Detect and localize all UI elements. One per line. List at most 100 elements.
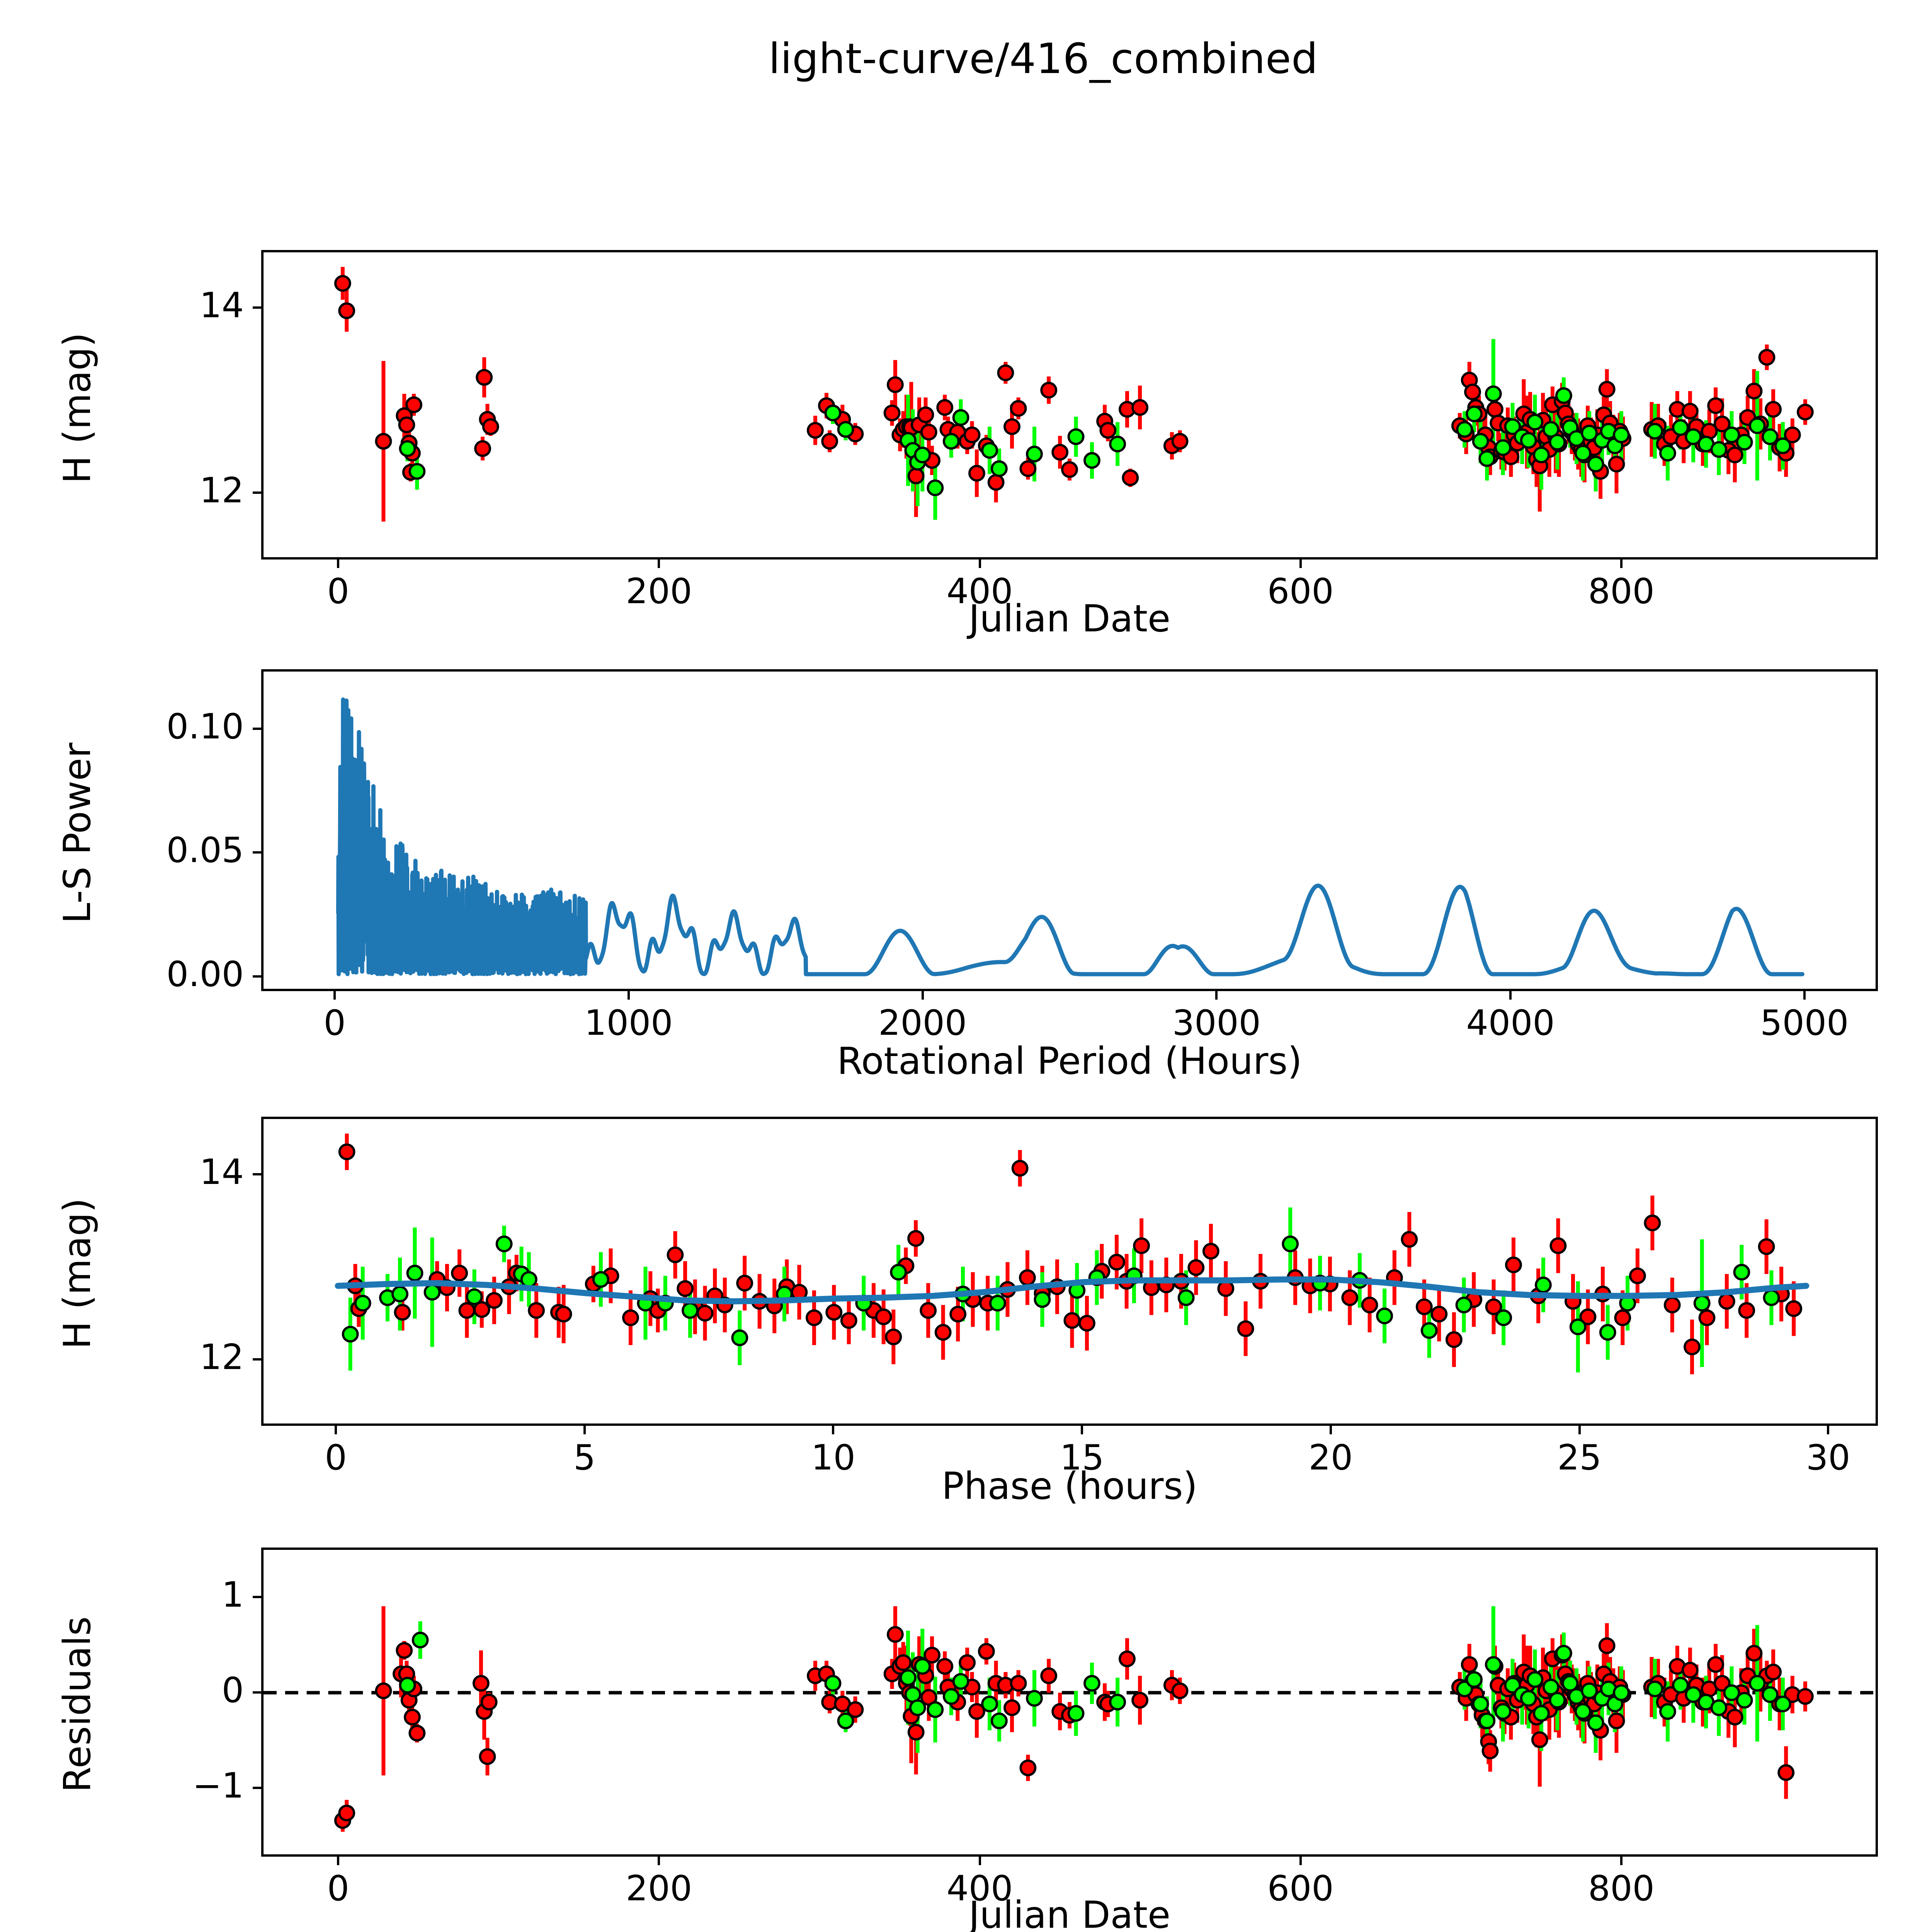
- data-point: [1777, 1764, 1795, 1781]
- data-point: [1026, 446, 1043, 463]
- data-point: [1061, 461, 1078, 478]
- data-point: [840, 1312, 857, 1329]
- data-point: [485, 1292, 503, 1309]
- x-tickmark: [978, 560, 981, 568]
- data-point: [1040, 1667, 1058, 1684]
- y-tickmark: [253, 1691, 261, 1694]
- data-point: [1561, 1675, 1579, 1692]
- data-point: [398, 416, 415, 434]
- data-point: [907, 468, 925, 485]
- phase-folded-xlabel: Phase (hours): [942, 1464, 1197, 1508]
- data-point: [990, 1712, 1008, 1730]
- data-point: [1026, 1690, 1043, 1707]
- data-point: [1646, 423, 1663, 440]
- data-point: [1478, 450, 1496, 467]
- data-point: [1003, 1699, 1020, 1716]
- data-point: [1796, 403, 1814, 421]
- data-point: [1542, 421, 1560, 438]
- data-point: [476, 369, 493, 386]
- x-tick-label: 800: [1588, 1868, 1655, 1909]
- marker-group: [334, 1626, 1814, 1829]
- y-tickmark: [253, 1173, 261, 1175]
- data-point: [1171, 433, 1189, 450]
- y-tickmark: [253, 1787, 261, 1789]
- data-point: [1531, 1731, 1548, 1748]
- data-point: [1707, 397, 1725, 414]
- x-tick-label: 0: [327, 1868, 349, 1909]
- data-point: [375, 1682, 392, 1699]
- data-point: [895, 1654, 912, 1671]
- data-point: [520, 1271, 537, 1288]
- data-point: [592, 1271, 609, 1288]
- x-tick-label: 400: [946, 1868, 1013, 1909]
- data-point: [806, 422, 824, 439]
- x-tickmark: [1215, 991, 1218, 1000]
- data-point: [408, 463, 426, 480]
- data-point: [1010, 1675, 1027, 1692]
- data-point: [1681, 1662, 1699, 1679]
- data-point: [886, 1626, 904, 1643]
- data-point: [473, 1301, 490, 1318]
- data-point: [1131, 399, 1149, 416]
- data-point: [1486, 401, 1503, 418]
- data-point: [1040, 382, 1058, 399]
- data-point: [1763, 1289, 1780, 1306]
- periodogram-xlabel: Rotational Period (Hours): [837, 1039, 1302, 1083]
- y-tickmark: [253, 1596, 261, 1599]
- data-point: [923, 1646, 940, 1664]
- data-point: [1485, 1656, 1502, 1673]
- data-point: [883, 405, 901, 422]
- data-point: [907, 1230, 924, 1247]
- x-tick-label: 5000: [1760, 1003, 1849, 1043]
- data-point: [1099, 422, 1117, 439]
- data-point: [1464, 383, 1481, 401]
- data-point: [1217, 1280, 1235, 1297]
- data-point: [480, 1694, 498, 1711]
- data-point: [1796, 1688, 1814, 1705]
- y-tick-label: −1: [192, 1765, 244, 1806]
- data-point: [875, 1308, 892, 1325]
- x-tick-label: 0: [327, 571, 349, 612]
- data-point: [1542, 1679, 1560, 1696]
- data-point: [805, 1309, 823, 1326]
- errorbar-group: [345, 1133, 1796, 1374]
- data-point: [1067, 1705, 1085, 1722]
- data-point: [1581, 1682, 1598, 1699]
- data-point: [1051, 444, 1069, 461]
- light-curve-plot-area: [334, 267, 1814, 522]
- data-point: [1202, 1243, 1219, 1260]
- x-tickmark: [333, 991, 336, 1000]
- data-point: [942, 433, 960, 450]
- data-point: [342, 1326, 359, 1343]
- data-point: [406, 1265, 423, 1282]
- data-point: [1019, 460, 1037, 477]
- data-point: [1774, 1696, 1791, 1713]
- data-point: [394, 1304, 411, 1321]
- data-point: [1083, 452, 1100, 469]
- data-point: [936, 399, 954, 416]
- data-point: [408, 1725, 426, 1742]
- data-point: [934, 1324, 952, 1341]
- data-point: [1034, 1291, 1051, 1308]
- data-point: [1608, 456, 1625, 473]
- x-tickmark: [1299, 560, 1302, 568]
- x-tickmark: [658, 1857, 660, 1865]
- data-point: [1710, 441, 1728, 458]
- data-point: [528, 1302, 545, 1319]
- data-point: [1758, 349, 1776, 366]
- data-point: [677, 1280, 694, 1297]
- x-tick-label: 4000: [1466, 1003, 1555, 1043]
- data-point: [1685, 428, 1702, 445]
- x-tickmark: [832, 1426, 835, 1434]
- figure-title: light-curve/416_combined: [768, 35, 1318, 83]
- data-point: [1430, 1306, 1448, 1323]
- periodogram-panel: [261, 669, 1878, 991]
- data-point: [1549, 434, 1566, 451]
- data-point: [959, 1654, 976, 1671]
- y-tick-label: 1: [221, 1575, 244, 1616]
- data-point: [914, 446, 931, 464]
- data-point: [1587, 1714, 1604, 1731]
- data-point: [1341, 1289, 1359, 1306]
- data-point: [622, 1309, 639, 1326]
- data-point: [1472, 1696, 1489, 1713]
